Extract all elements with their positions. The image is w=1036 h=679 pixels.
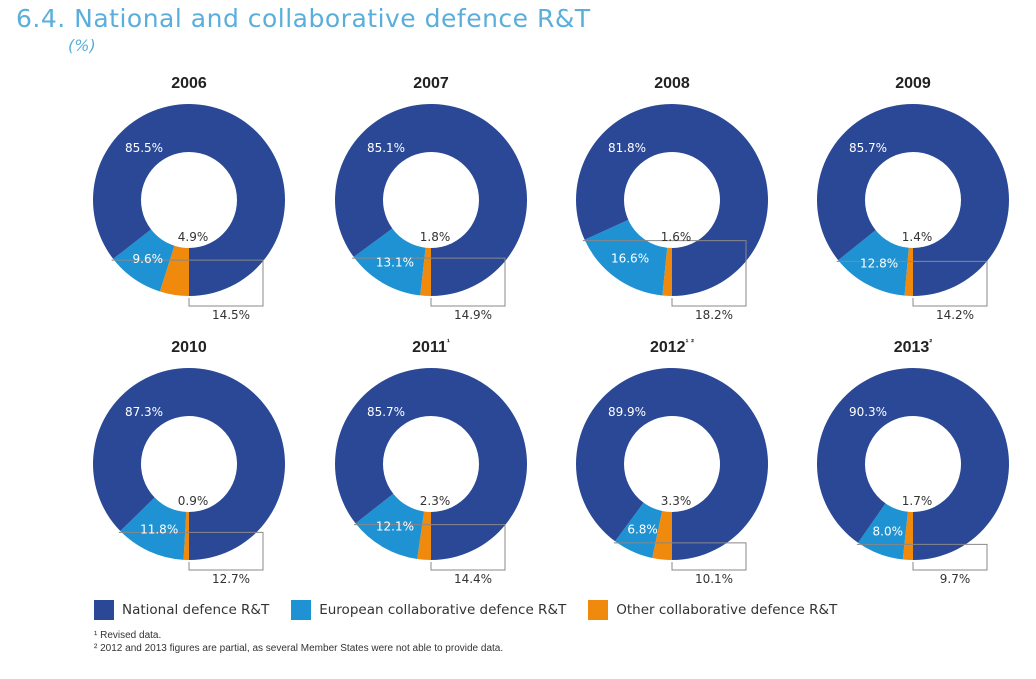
donut-segment-other (902, 511, 913, 560)
footnote-1: ¹ Revised data. (94, 630, 162, 641)
collaborative-bracket (118, 531, 264, 571)
collaborative-bracket (613, 542, 747, 571)
donut-title: 2007 (413, 75, 449, 92)
label-european: 11.8% (140, 523, 178, 537)
label-european: 12.8% (860, 257, 898, 271)
label-total-collaborative: 18.2% (695, 308, 733, 322)
donut-title: 2009 (895, 75, 931, 92)
donut-segment-national (93, 367, 286, 560)
donut-2007: 2007 85.1% 13.1% 1.8% 14.9% (335, 75, 528, 322)
label-total-collaborative: 14.4% (454, 572, 492, 586)
legend-label-national: National defence R&T (122, 602, 270, 618)
donut-segment-european (838, 230, 909, 296)
collaborative-bracket (352, 257, 506, 307)
donut-2006: 2006 85.5% 9.6% 4.9% 14.5% (93, 75, 286, 322)
donut-title: 2006 (171, 75, 207, 92)
label-national: 85.7% (367, 405, 405, 419)
label-european: 6.8% (627, 523, 658, 537)
label-total-collaborative: 10.1% (695, 572, 733, 586)
label-national: 81.8% (608, 141, 646, 155)
legend-item-european: European collaborative defence R&T (291, 600, 566, 620)
donut-segment-other (183, 511, 189, 560)
donut-segment-other (662, 247, 672, 297)
donut-title: 2013² (894, 337, 933, 356)
label-other: 0.9% (178, 494, 209, 508)
donut-segment-european (355, 493, 425, 559)
label-european: 12.1% (376, 519, 414, 533)
donut-segment-national (576, 104, 769, 297)
donut-segment-european (615, 502, 663, 558)
legend-label-other: Other collaborative defence R&T (616, 602, 838, 618)
legend: National defence R&T European collaborat… (94, 600, 859, 620)
label-national: 89.9% (608, 405, 646, 419)
footnote-2: ² 2012 and 2013 figures are partial, as … (94, 643, 504, 654)
donut-segment-national (335, 368, 528, 561)
collaborative-bracket (856, 543, 988, 571)
donut-title: 2012¹ ² (650, 337, 694, 356)
label-total-collaborative: 14.9% (454, 308, 492, 322)
label-total-collaborative: 14.2% (936, 308, 974, 322)
label-other: 1.6% (661, 230, 692, 244)
label-other: 1.7% (902, 494, 933, 508)
legend-label-european: European collaborative defence R&T (319, 602, 567, 618)
donut-2008: 2008 81.8% 16.6% 1.6% 18.2% (576, 75, 769, 322)
donut-title: 2008 (654, 75, 690, 92)
donut-segment-european (584, 219, 668, 296)
label-other: 3.3% (661, 494, 692, 508)
donut-segment-national (816, 368, 1009, 560)
donut-segment-national (576, 367, 769, 560)
donut-segment-other (417, 511, 431, 560)
donut-segment-european (120, 497, 187, 560)
donut-segment-national (335, 104, 528, 297)
label-european: 16.6% (611, 252, 649, 266)
donut-segment-other (159, 245, 189, 296)
collaborative-bracket (111, 259, 264, 307)
label-other: 1.8% (420, 230, 451, 244)
legend-item-other: Other collaborative defence R&T (588, 600, 837, 620)
footnotes: ¹ Revised data. ² 2012 and 2013 figures … (94, 629, 503, 655)
label-national: 85.7% (849, 141, 887, 155)
legend-item-national: National defence R&T (94, 600, 269, 620)
legend-swatch-other (588, 600, 609, 620)
legend-swatch-european (291, 600, 312, 620)
donut-2009: 2009 85.7% 12.8% 1.4% 14.2% (816, 75, 1009, 322)
donut-segment-other (904, 247, 913, 296)
donut-title: 2010 (171, 339, 207, 356)
label-other: 2.3% (420, 494, 451, 508)
donut-segment-other (420, 247, 431, 296)
collaborative-bracket (836, 260, 988, 307)
collaborative-bracket (582, 240, 747, 307)
label-other: 1.4% (902, 230, 933, 244)
label-national: 85.5% (125, 141, 163, 155)
donut-segment-national (816, 104, 1009, 296)
label-european: 13.1% (376, 255, 414, 269)
chart-title: 6.4. National and collaborative defence … (16, 4, 591, 33)
label-total-collaborative: 12.7% (212, 572, 250, 586)
donut-2013: 2013² 90.3% 8.0% 1.7% 9.7% (816, 337, 1009, 586)
label-other: 4.9% (178, 230, 209, 244)
legend-swatch-national (94, 600, 114, 620)
donut-title: 2011¹ (412, 337, 450, 356)
donut-segment-european (353, 228, 426, 296)
donut-segment-european (858, 503, 908, 560)
label-total-collaborative: 14.5% (212, 308, 250, 322)
donut-segment-national (93, 104, 286, 297)
collaborative-bracket (354, 524, 506, 571)
label-national: 85.1% (367, 141, 405, 155)
donut-charts: 2006 85.5% 9.6% 4.9% 14.5% 2007 85.1% 13.1% 1.8%… (93, 75, 1009, 586)
label-european: 8.0% (873, 524, 904, 538)
label-national: 90.3% (849, 405, 887, 419)
donut-segment-other (652, 510, 672, 560)
label-national: 87.3% (125, 405, 163, 419)
donut-2011: 2011¹ 85.7% 12.1% 2.3% 14.4% (335, 337, 528, 586)
donut-2012: 2012¹ ² 89.9% 6.8% 3.3% 10.1% (576, 337, 769, 586)
label-european: 9.6% (133, 252, 164, 266)
donut-2010: 2010 87.3% 11.8% 0.9% 12.7% (93, 339, 286, 586)
chart-unit: (%) (68, 36, 96, 55)
label-total-collaborative: 9.7% (940, 572, 971, 586)
